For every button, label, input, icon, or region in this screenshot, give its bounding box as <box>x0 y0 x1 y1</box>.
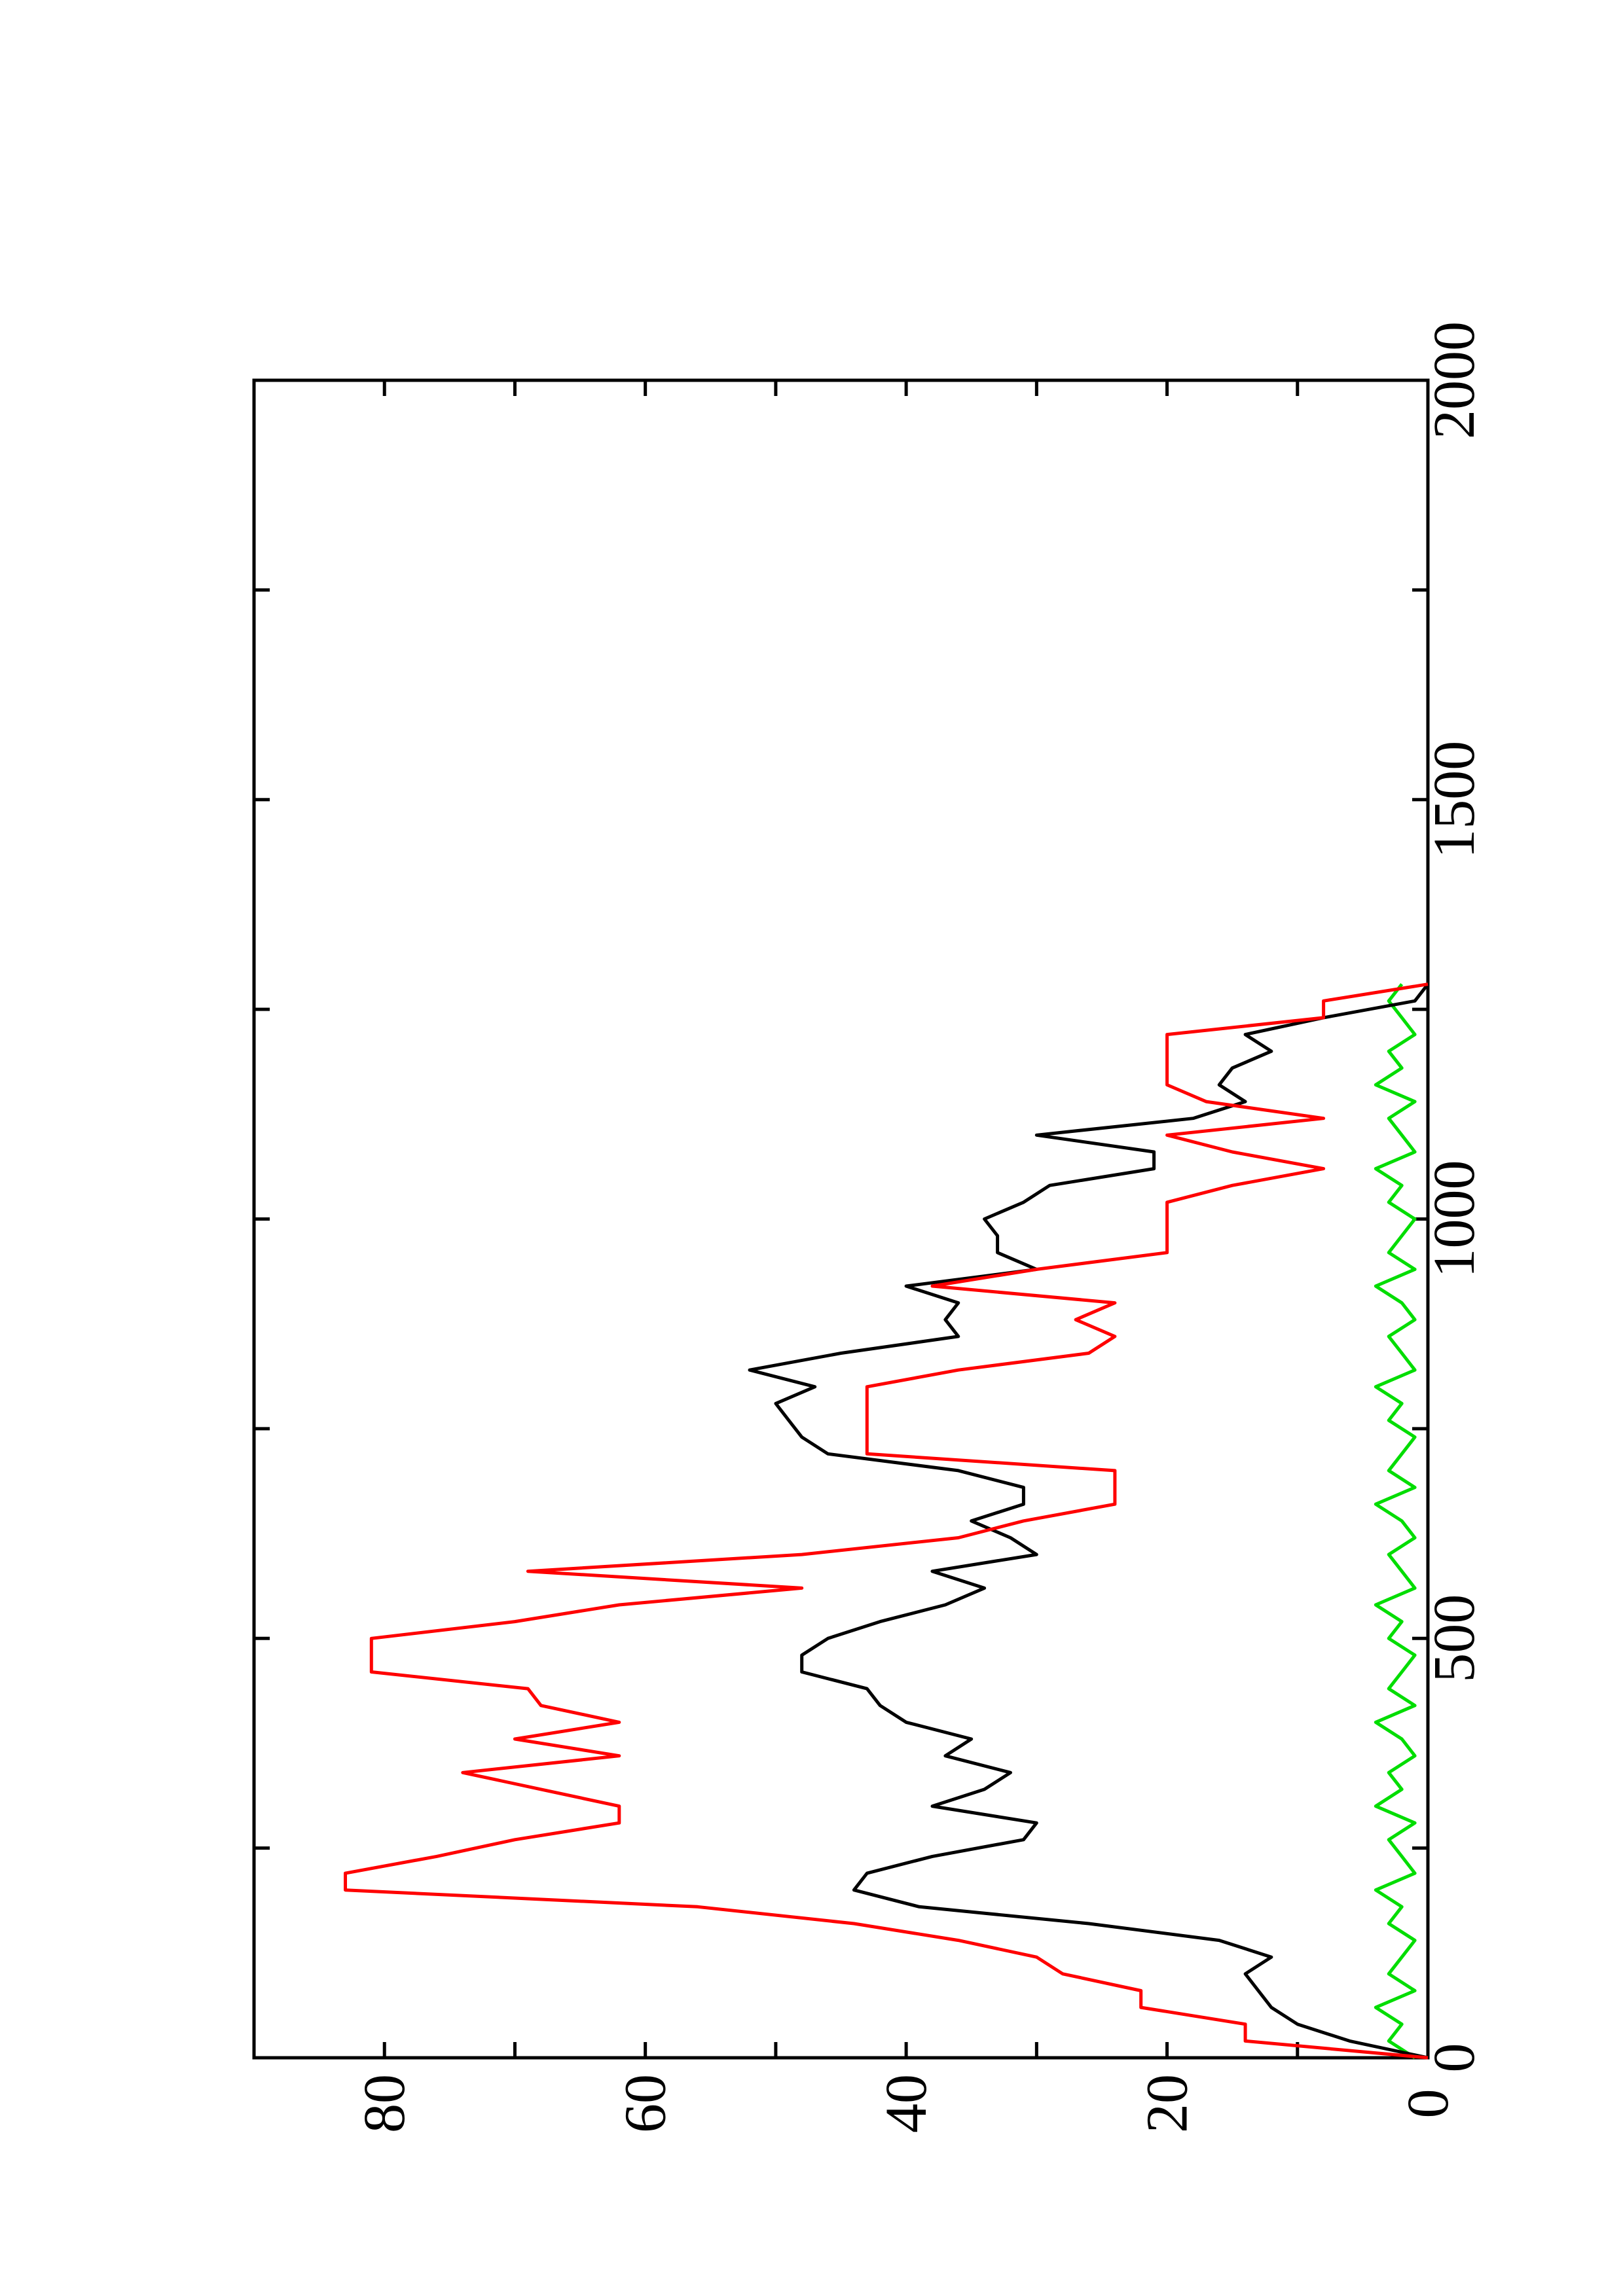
x-tick-label: 1000 <box>1422 1160 1487 1278</box>
x-tick-label: 0 <box>1422 2043 1487 2073</box>
series-line <box>1374 983 1417 2060</box>
y-tick-label: 60 <box>613 2074 678 2133</box>
y-tick-label: 40 <box>874 2074 939 2133</box>
y-tick-label: 20 <box>1135 2074 1200 2133</box>
x-tick-label: 500 <box>1422 1594 1487 1683</box>
x-tick-label: 2000 <box>1422 321 1487 439</box>
x-tick-label: 1500 <box>1422 741 1487 859</box>
series-line <box>748 983 1429 2060</box>
y-tick-label: 0 <box>1396 2089 1461 2119</box>
series-line <box>344 982 1429 2060</box>
plot-frame <box>252 378 1430 2060</box>
y-tick-label: 80 <box>352 2074 417 2133</box>
